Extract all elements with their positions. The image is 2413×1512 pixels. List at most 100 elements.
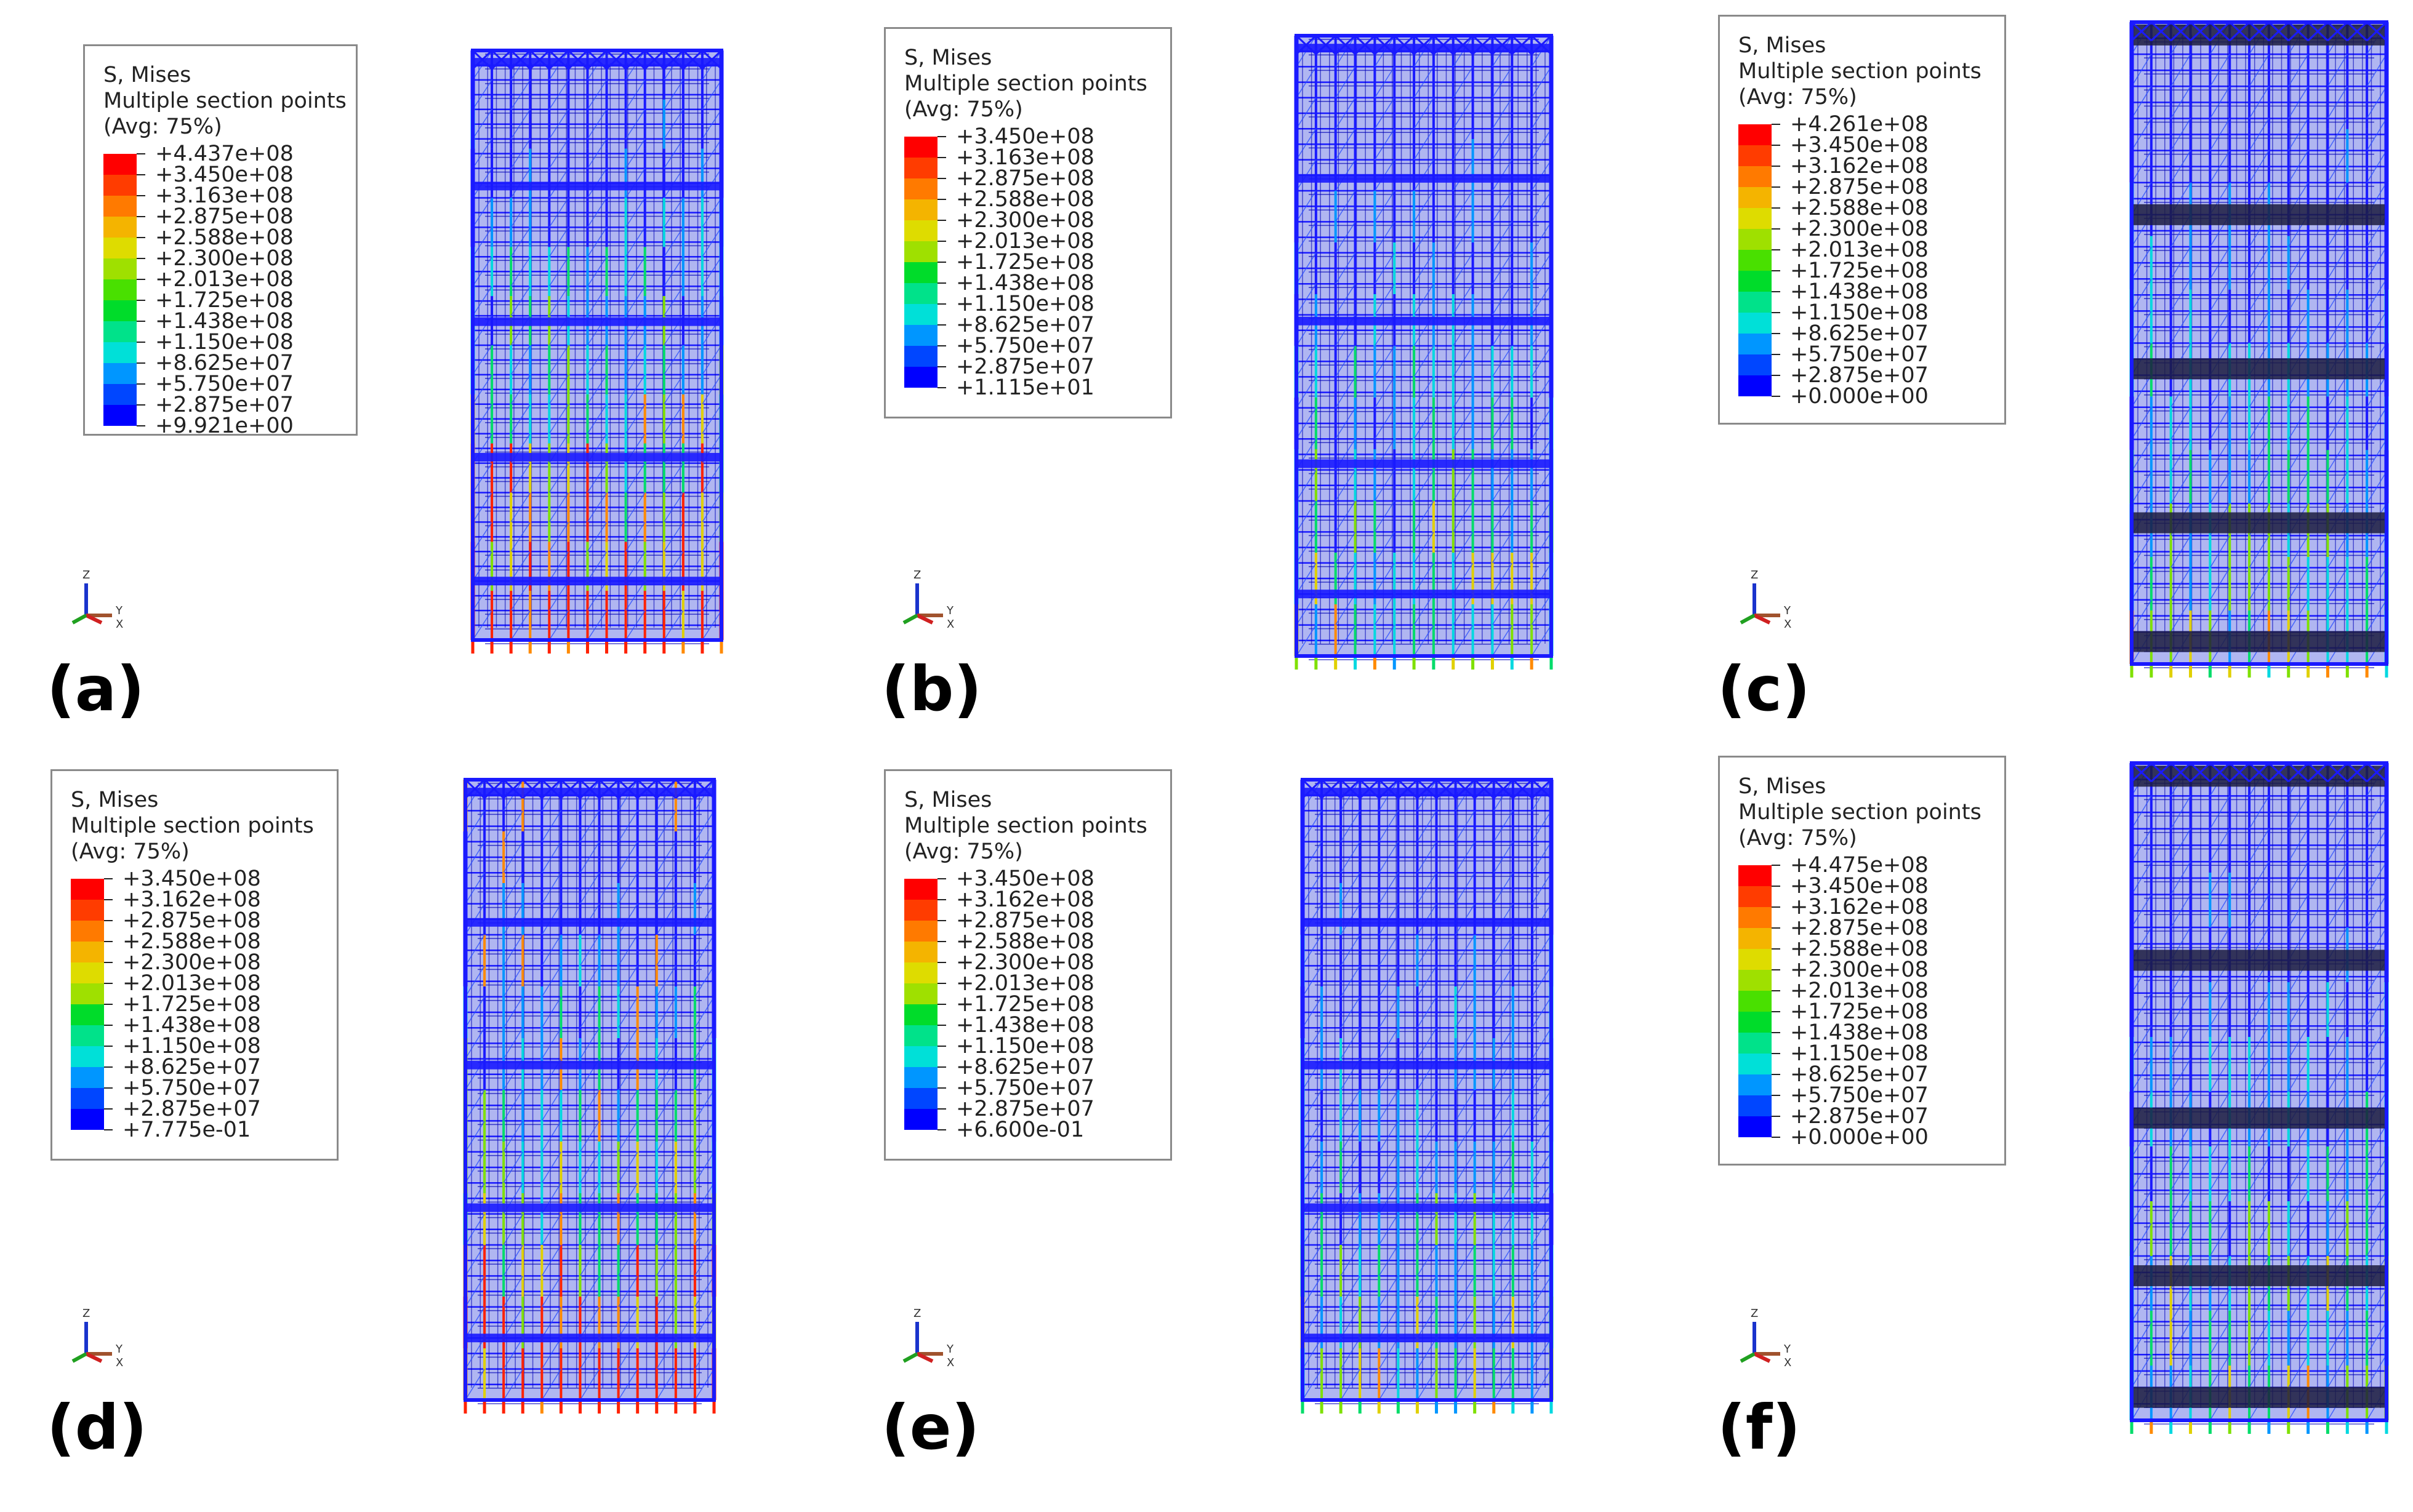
axis-z-label: Z <box>82 569 90 582</box>
tower-model <box>1300 778 1554 1414</box>
color-swatch <box>71 900 104 921</box>
belt-truss <box>2132 24 2387 46</box>
legend-title: S, Mises <box>904 788 992 812</box>
tower-model <box>2129 20 2389 678</box>
scale-tick <box>1772 354 1780 355</box>
panel-label: (a) <box>47 653 145 725</box>
belt-truss <box>2132 1386 2387 1408</box>
color-swatch <box>1738 1116 1772 1137</box>
scale-value: +2.875e+07 <box>1790 363 1929 388</box>
scale-row: +2.588e+08 <box>904 931 1154 962</box>
scale-tick <box>937 366 946 367</box>
scale-tick <box>937 1046 946 1047</box>
scale-row: +1.725e+08 <box>103 288 340 321</box>
color-swatch <box>904 983 937 1004</box>
scale-tick <box>1772 270 1780 271</box>
color-swatch <box>904 962 937 983</box>
scale-value: +2.588e+08 <box>155 225 294 250</box>
legend-subtitle: Multiple section points <box>71 814 314 838</box>
scale-row: +8.625e+07 <box>71 1055 321 1088</box>
color-swatch <box>1738 1074 1772 1095</box>
scale-row: +2.013e+08 <box>904 973 1154 1004</box>
scale-value: +2.588e+08 <box>1790 937 1929 961</box>
scale-tick <box>104 1046 113 1047</box>
color-swatch <box>904 1067 937 1088</box>
belt-truss <box>1296 174 1551 183</box>
scale-value: +1.725e+08 <box>1790 999 1929 1024</box>
axis-triad: Z YX <box>902 569 954 631</box>
scale-value: +3.450e+08 <box>155 162 294 187</box>
frame-members <box>1294 34 1554 670</box>
scale-row: +5.750e+07 <box>904 1078 1154 1109</box>
axis-x-label: X <box>116 618 123 631</box>
color-swatch <box>904 1109 937 1130</box>
scale-row: +2.013e+08 <box>103 269 340 300</box>
color-swatch <box>71 1046 104 1067</box>
panel-label: (f) <box>1717 1391 1801 1463</box>
scale-tick <box>1772 1095 1780 1096</box>
scale-value: +1.438e+08 <box>1790 279 1929 304</box>
legend-average: (Avg: 75%) <box>71 839 190 864</box>
axis-z-label: Z <box>913 569 921 582</box>
scale-tick <box>1772 969 1780 970</box>
scale-tick <box>1772 906 1780 908</box>
color-swatch <box>1738 1033 1772 1054</box>
scale-tick <box>1772 186 1780 188</box>
belt-truss <box>2132 766 2387 787</box>
belt-truss <box>473 453 721 462</box>
color-scale: +4.261e+08 +3.450e+08 +3.162e+08 +2.875e+08… <box>1738 114 1988 407</box>
color-swatch <box>71 1004 104 1025</box>
color-swatch <box>103 175 137 196</box>
axis-y-label: Y <box>1783 1343 1791 1356</box>
color-swatch <box>1738 166 1772 187</box>
scale-tick <box>937 962 946 963</box>
scale-value: +9.921e+00 <box>155 414 294 438</box>
color-swatch <box>103 300 137 321</box>
scale-tick <box>1772 207 1780 209</box>
scale-row: +4.437e+08 <box>103 143 340 175</box>
scale-tick <box>104 1025 113 1026</box>
panel-label: (c) <box>1717 653 1810 725</box>
scale-tick <box>104 1066 113 1068</box>
scale-tick <box>1772 145 1780 146</box>
color-swatch <box>1738 991 1772 1012</box>
scale-tick <box>1772 333 1780 334</box>
color-swatch <box>904 220 937 241</box>
legend: S, Mises Multiple section points (Avg: 75%… <box>1718 15 2006 425</box>
scale-row: +1.150e+08 <box>904 294 1154 325</box>
color-scale: +3.450e+08 +3.162e+08 +2.875e+08 +2.588e+08… <box>71 868 321 1141</box>
belt-truss <box>2132 950 2387 971</box>
scale-row: +2.875e+08 <box>1738 177 1988 208</box>
scale-row: +1.150e+08 <box>904 1036 1154 1067</box>
panel-label: (b) <box>881 653 982 725</box>
scale-tick <box>137 362 145 364</box>
color-swatch <box>1738 271 1772 292</box>
legend-average: (Avg: 75%) <box>1738 826 1857 850</box>
color-swatch <box>103 405 137 426</box>
scale-value: +1.725e+08 <box>122 992 261 1017</box>
color-swatch <box>904 921 937 942</box>
scale-value: +1.725e+08 <box>155 288 294 313</box>
scale-value: +3.450e+08 <box>1790 874 1929 898</box>
axis-x-label: X <box>1784 1356 1791 1369</box>
legend-subtitle: Multiple section points <box>103 89 347 113</box>
scale-row: +0.000e+00 <box>1738 1127 1988 1148</box>
legend-average: (Avg: 75%) <box>904 97 1023 122</box>
scale-value: +2.875e+07 <box>956 354 1094 379</box>
tower-model <box>2129 761 2389 1434</box>
scale-tick <box>1772 124 1780 125</box>
scale-value: +3.163e+08 <box>155 183 294 208</box>
scale-row: +3.162e+08 <box>904 889 1154 921</box>
scale-value: +3.163e+08 <box>956 145 1094 170</box>
axis-z-label: Z <box>1751 1307 1758 1320</box>
scale-value: +2.875e+08 <box>956 166 1094 191</box>
scale-value: +2.588e+08 <box>122 929 261 954</box>
scale-tick <box>137 237 145 238</box>
scale-value: +2.875e+08 <box>122 908 261 933</box>
color-swatch <box>103 154 137 175</box>
scale-row: +3.450e+08 <box>904 126 1154 158</box>
scale-row: +2.875e+08 <box>904 910 1154 942</box>
scale-value: +8.625e+07 <box>122 1055 261 1079</box>
panel-label: (e) <box>881 1391 980 1463</box>
scale-value: +2.300e+08 <box>1790 217 1929 241</box>
